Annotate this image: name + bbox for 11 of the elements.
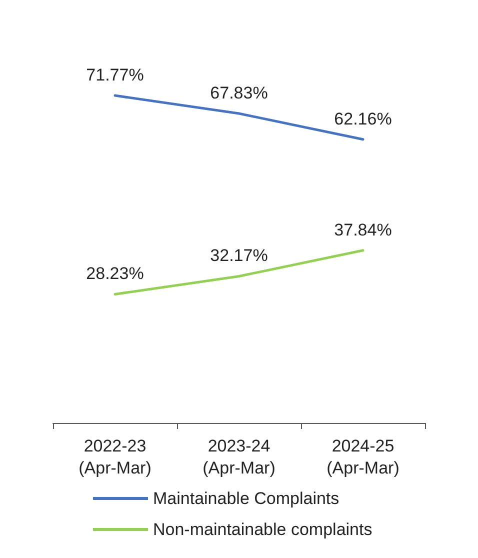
x-tick-label: 2023-24 (Apr-Mar) — [202, 436, 276, 478]
data-label: 28.23% — [86, 264, 144, 284]
x-tick-label: 2024-25 (Apr-Mar) — [326, 436, 400, 478]
data-label: 62.16% — [334, 109, 392, 128]
data-label: 32.17% — [210, 246, 268, 266]
x-tick-label: 2022-23 (Apr-Mar) — [78, 436, 152, 478]
legend-label: Non-maintainable complaints — [153, 520, 372, 539]
data-label: 37.84% — [334, 220, 392, 240]
data-label: 71.77% — [86, 66, 144, 85]
data-label: 67.83% — [210, 84, 268, 103]
legend-label: Maintainable Complaints — [153, 489, 340, 508]
